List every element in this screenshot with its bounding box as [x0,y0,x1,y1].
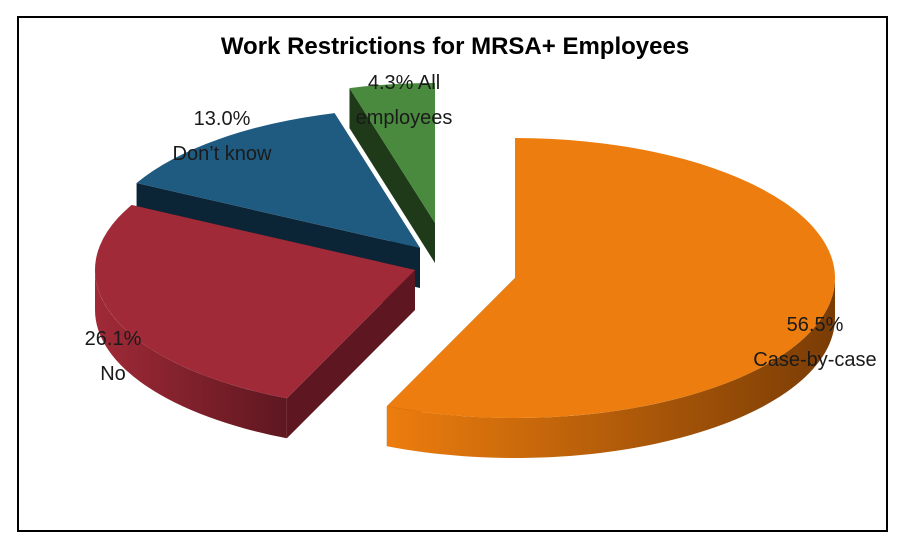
pie-slice-rim-no [95,270,287,439]
pie-slice-top-all-employees [349,83,435,223]
slice-value-label-all-employees: 4.3% All [368,72,440,94]
pie-slice-case-by-case [386,138,835,458]
pie-slice-top-don-t-know [136,113,420,248]
slice-value-text-all-employees: 4.3% [368,72,414,94]
pie-slice-all-employees [349,83,435,263]
pie-slice-no [95,205,415,439]
slice-category-text-all-employees-line1: All [418,72,440,94]
pie-slice-top-no [95,205,415,399]
pie-slice-top-case-by-case [386,138,835,419]
chart-title: Work Restrictions for MRSA+ Employees [220,33,690,60]
slice-value-label-dont-know: 13.0% [194,108,251,130]
pie-slice-wall-start-no [286,270,415,439]
slice-category-label-dont-know: Don’t know [173,143,272,165]
slice-category-label-all-employees: employees [356,107,453,129]
slice-value-label-case-by-case: 56.5% [787,314,844,336]
pie-slice-rim-case-by-case [386,278,835,458]
slice-category-label-case-by-case: Case-by-case [753,349,876,371]
slice-category-label-no: No [100,363,126,385]
pie-slice-wall-start-all-employees [349,88,435,263]
slice-value-label-no: 26.1% [85,328,142,350]
